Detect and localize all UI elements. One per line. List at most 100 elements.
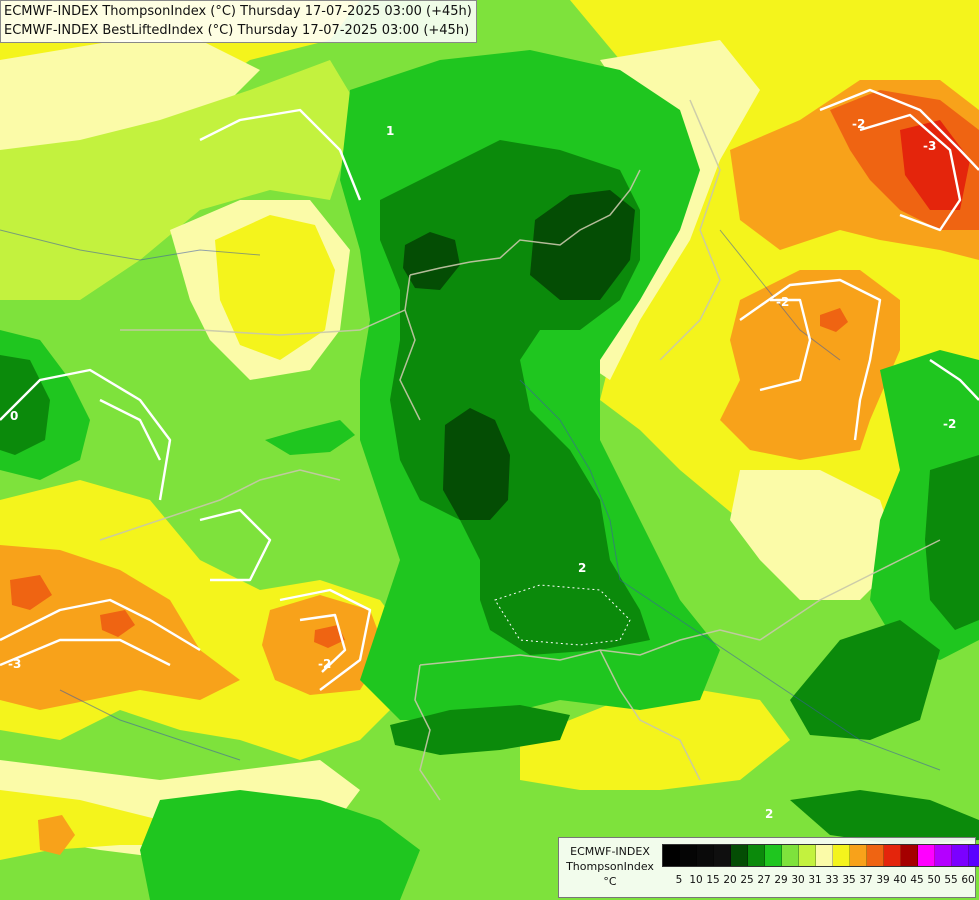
region-green20-north [403,232,460,290]
region-green20-center [443,408,510,520]
contour-line-west-2 [99,398,162,461]
legend-swatch [867,845,884,866]
region-red-sw [10,575,52,610]
border-line-6 [120,309,406,336]
legend-swatch [663,845,680,866]
region-red-south [314,625,345,648]
border-line-8 [659,99,721,361]
border-line-7 [99,469,341,541]
legend-swatch [935,845,952,866]
border-line-4 [414,664,441,801]
region-green25-south [390,705,570,755]
legend-tick-label: 37 [859,874,873,886]
legend-color-bar [662,844,979,867]
legend-tick-label: 39 [876,874,890,886]
legend-caption-model: ECMWF-INDEX [570,845,650,858]
legend-tick-label: 40 [893,874,907,886]
region-lime-nw [0,60,360,300]
contour-label: -3 [923,139,936,153]
contour-label: 2 [765,807,773,821]
contour-label: -3 [8,657,21,671]
legend-swatch [782,845,799,866]
legend-swatch [816,845,833,866]
legend-swatch [748,845,765,866]
legend-tick-label: 35 [842,874,856,886]
legend-tick-label: 25 [740,874,754,886]
legend-tick-label: 15 [706,874,720,886]
region-green25-southeast-2 [790,790,979,845]
contour-line-east-2 [759,298,812,392]
contour-line-nw [199,108,362,201]
map-title-box: ECMWF-INDEX ThompsonIndex (°C) Thursday … [0,0,477,43]
map-title-thompson: ECMWF-INDEX ThompsonIndex (°C) Thursday … [4,4,472,19]
river-line-4 [719,229,841,361]
contour-label: -2 [776,295,789,309]
contour-label: 2 [578,561,586,575]
border-line-5 [599,649,701,781]
legend-swatch [714,845,731,866]
rivers [0,229,941,771]
river-line-5 [59,689,241,761]
legend-tick-label: 10 [689,874,703,886]
region-yellow-center-west-core [215,215,335,360]
region-orange-east [720,270,900,460]
river-line-2 [519,379,621,581]
color-legend: ECMWF-INDEX ThompsonIndex °C 5 10 15 20 25 27… [558,837,979,898]
contour-label: -2 [943,417,956,431]
legend-swatch [901,845,918,866]
contour-line-east-3 [929,359,979,401]
border-line-1 [409,169,641,276]
region-green27-southwest [140,790,420,900]
legend-tick-label: 33 [825,874,839,886]
region-green27-westcenter [265,420,355,455]
legend-tick-label: 27 [757,874,771,886]
legend-swatch [969,845,979,866]
legend-swatch [680,845,697,866]
legend-tick-label: 29 [774,874,788,886]
legend-swatch [918,845,935,866]
country-borders [99,99,941,801]
legend-swatch [833,845,850,866]
contour-labels: -3 -2 -2 -2 -3 -2 0 2 2 1 [8,117,956,821]
contour-line-ne-2 [859,113,962,232]
lifted-index-contours [0,88,979,691]
river-line-3 [619,579,941,771]
region-green25-southeast [790,620,940,740]
region-green20-northeast [530,190,635,300]
contour-label: 0 [10,409,18,423]
contour-line-west-1 [0,368,172,501]
region-red-east [820,308,848,332]
contour-label: 1 [386,124,394,138]
region-green25-east [925,455,979,630]
contour-label: -2 [852,117,865,131]
river-line-1 [0,229,261,261]
contour-dotted-center [494,584,631,646]
border-line-2 [399,274,421,421]
region-green25-west [0,355,50,455]
contour-line-sw-2 [0,638,171,667]
border-line-9 [759,539,941,641]
legend-tick-label: 50 [927,874,941,886]
legend-tick-label: 31 [808,874,822,886]
legend-caption: ECMWF-INDEX ThompsonIndex °C [561,844,659,889]
legend-swatch [731,845,748,866]
legend-tick-label: 30 [791,874,805,886]
region-lightyellow-east-lower [730,470,900,600]
legend-tick-label: 60 [961,874,975,886]
region-yellow-south-center [520,690,790,790]
legend-tick-label: 5 [675,874,683,886]
legend-tick-label: 55 [944,874,958,886]
contour-line-center [199,508,272,582]
legend-tick-label: 20 [723,874,737,886]
contour-line-ne-1 [819,88,979,171]
legend-swatch [884,845,901,866]
legend-swatch [799,845,816,866]
map-title-lifted: ECMWF-INDEX BestLiftedIndex (°C) Thursda… [4,23,470,38]
contour-line-south [279,588,372,691]
contour-line-east-1 [739,278,882,441]
legend-swatch [850,845,867,866]
contour-line-sw-1 [0,598,201,652]
legend-swatch [952,845,969,866]
legend-tick-label: 45 [910,874,924,886]
